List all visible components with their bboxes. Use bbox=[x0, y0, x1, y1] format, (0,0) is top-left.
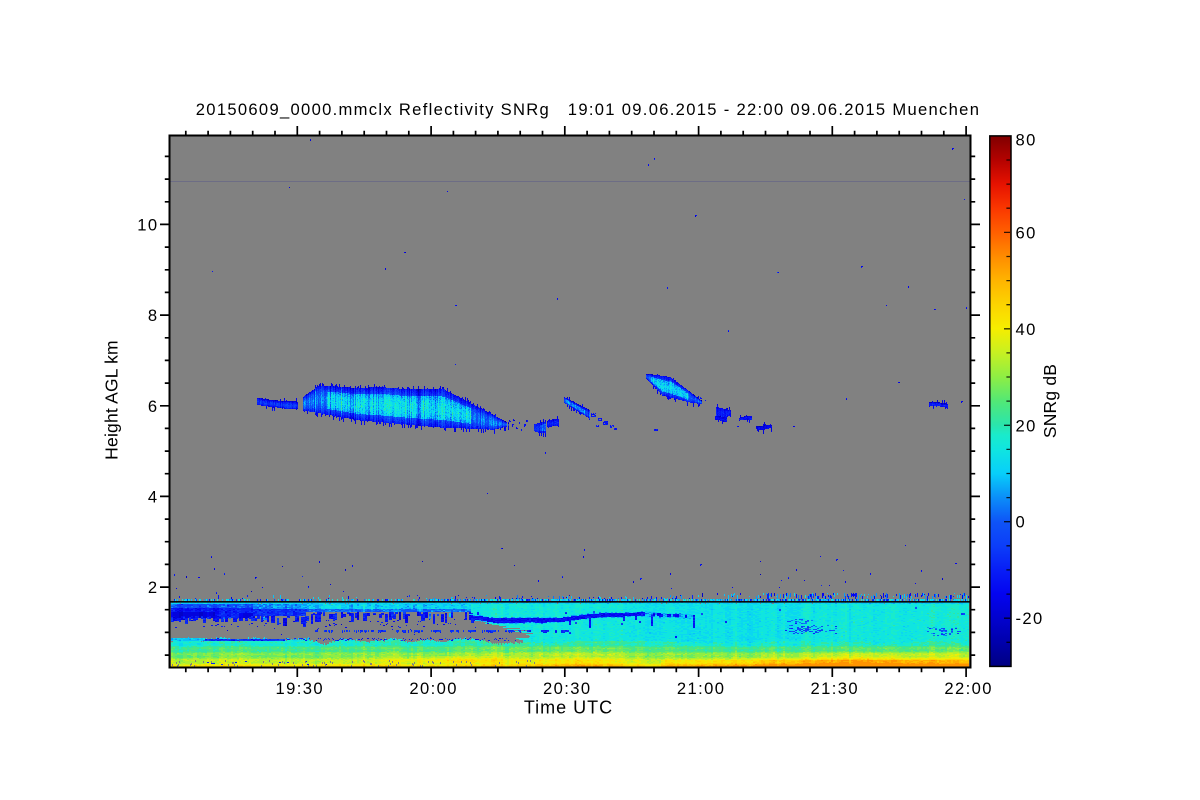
svg-text:80: 80 bbox=[1016, 130, 1037, 149]
svg-text:10: 10 bbox=[137, 215, 158, 234]
svg-text:20: 20 bbox=[1016, 416, 1037, 435]
svg-text:20:30: 20:30 bbox=[543, 679, 592, 698]
svg-text:60: 60 bbox=[1016, 223, 1037, 242]
svg-text:19:30: 19:30 bbox=[276, 679, 325, 698]
svg-text:Height AGL km: Height AGL km bbox=[102, 340, 122, 460]
svg-text:22:00: 22:00 bbox=[944, 679, 993, 698]
svg-text:8: 8 bbox=[148, 306, 159, 325]
svg-text:0: 0 bbox=[1016, 513, 1027, 532]
svg-text:20150609_0000.mmclx Reflectivi: 20150609_0000.mmclx Reflectivity SNRg 19… bbox=[196, 100, 980, 119]
svg-text:21:30: 21:30 bbox=[811, 679, 860, 698]
svg-text:21:00: 21:00 bbox=[677, 679, 726, 698]
svg-text:SNRg dB: SNRg dB bbox=[1040, 364, 1060, 438]
svg-text:6: 6 bbox=[148, 397, 159, 416]
svg-text:Time UTC: Time UTC bbox=[524, 697, 613, 717]
svg-text:20:00: 20:00 bbox=[409, 679, 458, 698]
svg-text:40: 40 bbox=[1016, 320, 1037, 339]
svg-text:-20: -20 bbox=[1016, 609, 1044, 628]
svg-text:4: 4 bbox=[148, 487, 159, 506]
svg-text:2: 2 bbox=[148, 578, 159, 597]
